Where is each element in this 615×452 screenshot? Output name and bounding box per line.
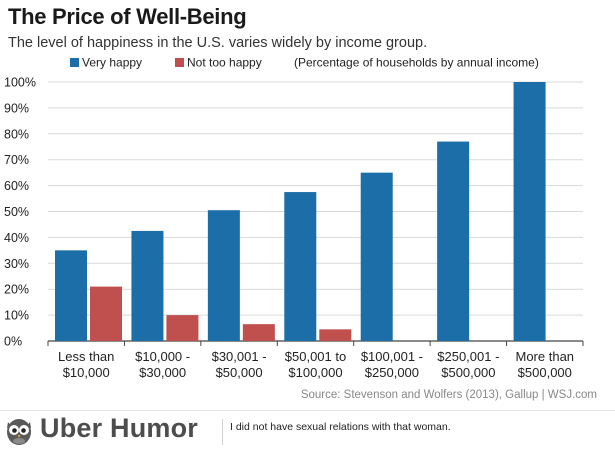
y-axis: 0% 10% 20% 30% 40% 50% 60% 70% 80% 90% 100%	[4, 76, 36, 349]
y-tick-label: 20%	[4, 283, 29, 297]
x-tick-label: $100,000	[288, 365, 342, 380]
x-tick-label: $250,001 -	[437, 349, 499, 364]
bar-not-too-happy	[319, 329, 352, 341]
bar-very-happy	[55, 250, 87, 341]
chart-legend: Very happy Not too happy (Percentage of …	[70, 56, 539, 70]
bars	[55, 82, 546, 341]
x-tick-label: $100,001 -	[361, 349, 423, 364]
chart-title: The Price of Well-Being	[8, 4, 247, 29]
bar-not-too-happy	[166, 315, 199, 341]
y-tick-label: 60%	[4, 179, 29, 193]
brand-logo-text[interactable]: Uber Humor	[40, 413, 199, 443]
y-tick-label: 80%	[4, 127, 29, 141]
x-tick-label: Less than	[58, 349, 114, 364]
bar-not-too-happy	[242, 324, 275, 341]
y-tick-label: 70%	[4, 153, 29, 167]
y-tick-label: 90%	[4, 101, 29, 115]
bar-very-happy	[207, 210, 240, 341]
y-tick-label: 10%	[4, 309, 29, 323]
x-tick-label: $10,000	[63, 365, 110, 380]
bar-very-happy	[284, 192, 317, 341]
y-tick-label: 100%	[4, 76, 36, 90]
legend-label-not-too-happy: Not too happy	[187, 56, 262, 70]
y-tick-label: 0%	[4, 335, 22, 349]
bar-very-happy	[360, 172, 393, 341]
x-axis: Less than$10,000 $10,000 -$30,000 $30,001 …	[47, 341, 584, 380]
legend-label-very-happy: Very happy	[82, 56, 142, 70]
source-note: Source: Stevenson and Wolfers (2013), Ga…	[301, 389, 597, 401]
x-tick-label: $50,000	[216, 365, 263, 380]
bar-very-happy	[437, 141, 470, 341]
bar-very-happy	[131, 230, 164, 341]
x-tick-label: $500,000	[518, 365, 572, 380]
y-tick-label: 40%	[4, 231, 29, 245]
bar-very-happy	[513, 82, 546, 341]
x-tick-label: $10,000 -	[135, 349, 190, 364]
legend-swatch-not-too-happy	[175, 58, 184, 67]
x-tick-label: $250,000	[365, 365, 419, 380]
legend-swatch-very-happy	[70, 58, 79, 67]
x-tick-label: More than	[516, 349, 575, 364]
owl-icon	[7, 419, 31, 445]
x-tick-label: $500,000	[441, 365, 495, 380]
legend-note: (Percentage of households by annual inco…	[294, 56, 539, 70]
footer-divider	[222, 419, 223, 445]
bar-chart: Very happy Not too happy (Percentage of …	[4, 56, 597, 402]
x-tick-label: $50,001 to	[285, 349, 346, 364]
x-tick-label: $30,001 -	[212, 349, 267, 364]
site-footer: Uber Humor I did not have sexual relatio…	[0, 410, 615, 452]
x-tick-label: $30,000	[139, 365, 186, 380]
image-caption: I did not have sexual relations with tha…	[230, 421, 451, 433]
chart-subtitle: The level of happiness in the U.S. varie…	[8, 35, 428, 51]
bar-not-too-happy	[90, 286, 122, 341]
y-tick-label: 30%	[4, 257, 29, 271]
y-tick-label: 50%	[4, 205, 29, 219]
